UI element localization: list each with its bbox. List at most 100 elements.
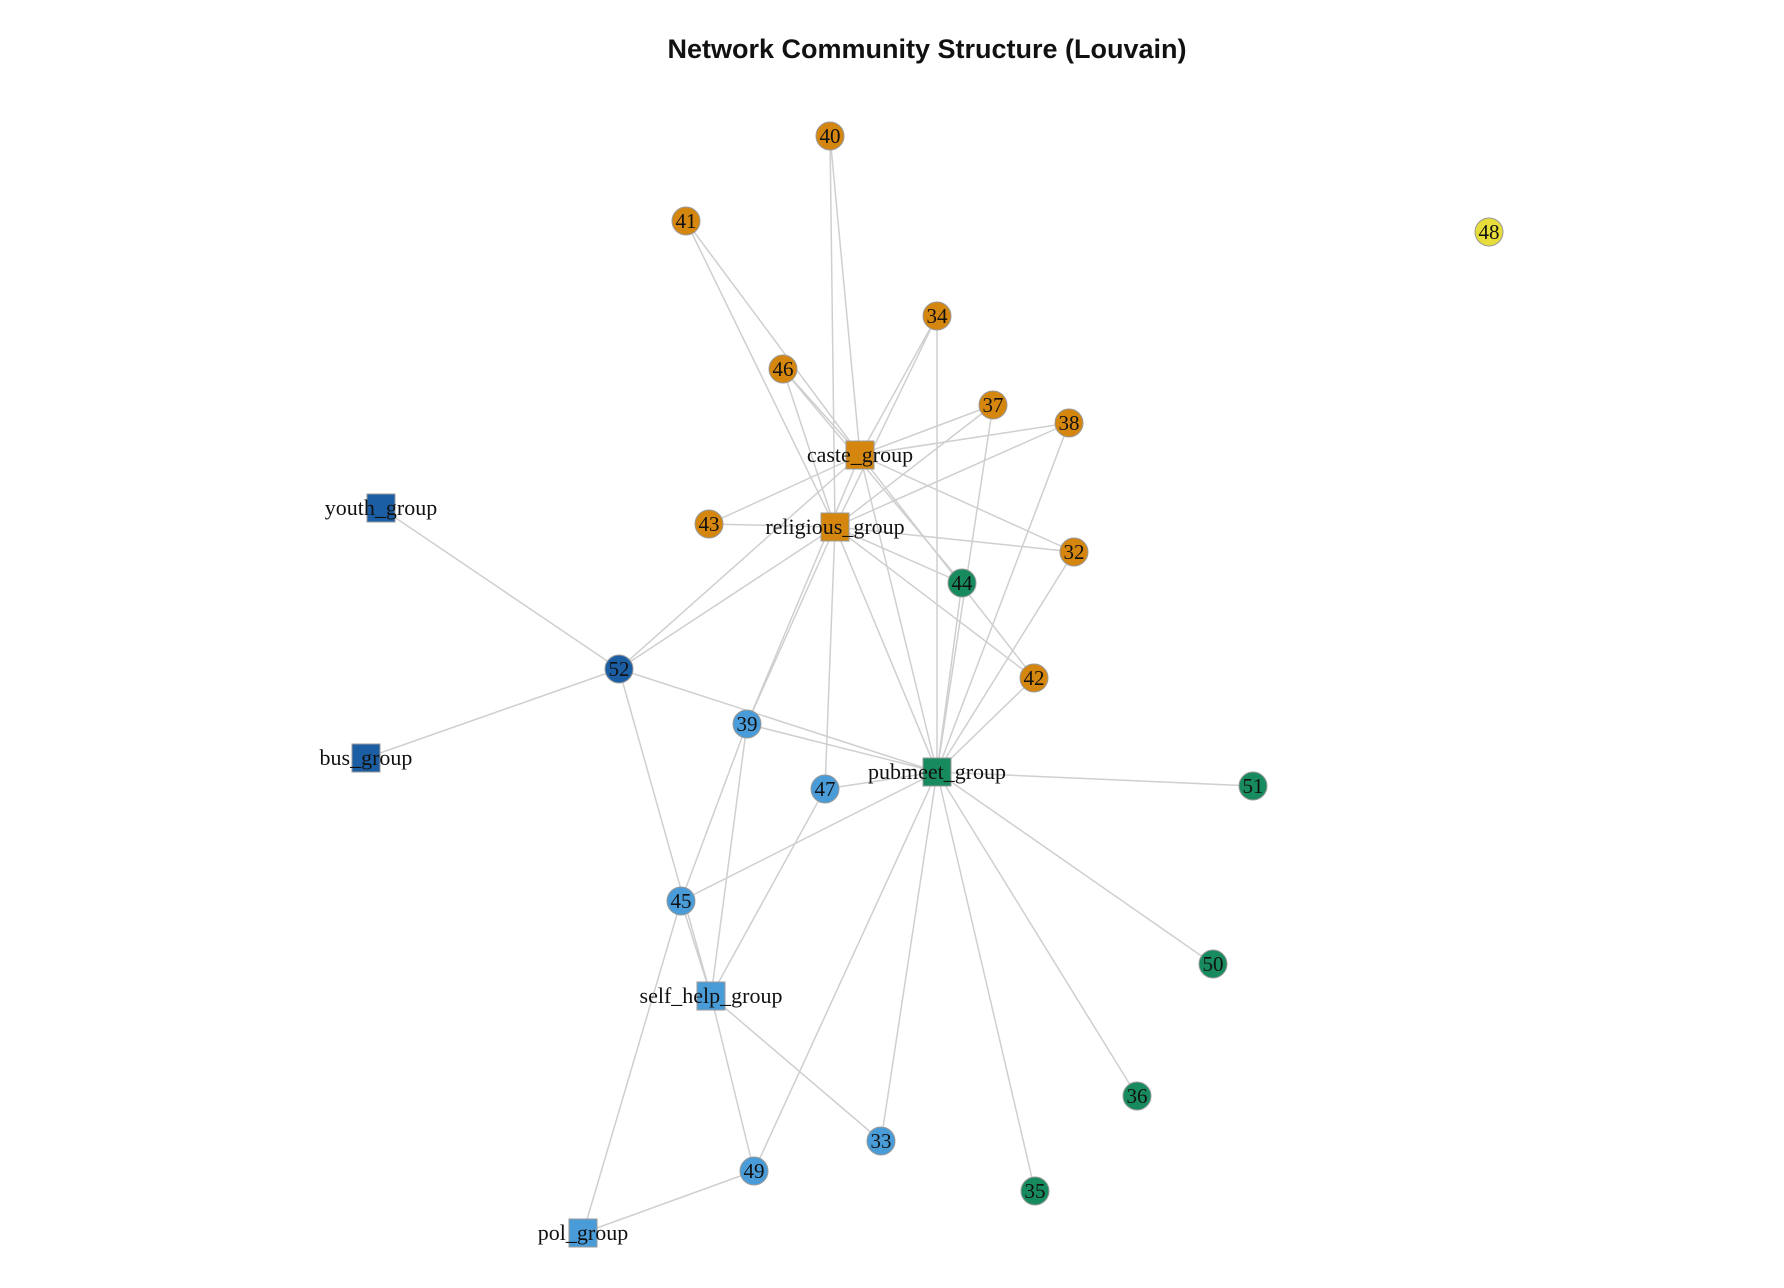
edge-46-religious_group bbox=[782, 368, 836, 528]
edge-32-caste_group bbox=[859, 454, 1075, 553]
person-node-circle bbox=[768, 354, 798, 384]
node-37[interactable] bbox=[978, 390, 1008, 420]
node-48[interactable] bbox=[1474, 217, 1504, 247]
edge-39-pubmeet_group bbox=[746, 723, 938, 773]
edge-39-45 bbox=[680, 723, 748, 902]
node-label-46: 46 bbox=[773, 357, 794, 381]
node-label-48: 48 bbox=[1479, 220, 1500, 244]
chart-title: Network Community Structure (Louvain) bbox=[667, 34, 1186, 64]
edge-39-religious_group bbox=[746, 526, 836, 725]
person-node-circle bbox=[666, 886, 696, 916]
node-label-36: 36 bbox=[1127, 1084, 1148, 1108]
node-label-44: 44 bbox=[952, 571, 974, 595]
node-label-34: 34 bbox=[927, 304, 949, 328]
edge-52-pubmeet_group bbox=[618, 668, 938, 773]
node-label-self_help_group: self_help_group bbox=[640, 983, 783, 1008]
node-label-pol_group: pol_group bbox=[538, 1220, 628, 1245]
node-label-religious_group: religious_group bbox=[765, 514, 904, 539]
node-label-45: 45 bbox=[671, 889, 692, 913]
person-node-circle bbox=[1238, 771, 1268, 801]
node-label-37: 37 bbox=[983, 393, 1004, 417]
person-node-circle bbox=[1019, 663, 1049, 693]
node-47[interactable] bbox=[810, 774, 840, 804]
group-node-square bbox=[568, 1218, 598, 1248]
node-32[interactable] bbox=[1059, 537, 1089, 567]
edge-32-pubmeet_group bbox=[936, 551, 1075, 773]
edge-49-self_help_group bbox=[710, 995, 755, 1172]
node-52[interactable] bbox=[604, 654, 634, 684]
node-label-bus_group: bus_group bbox=[320, 745, 413, 770]
node-pubmeet_group[interactable] bbox=[922, 757, 952, 787]
node-youth_group[interactable] bbox=[366, 493, 396, 523]
edge-40-religious_group bbox=[829, 135, 836, 528]
node-label-52: 52 bbox=[609, 657, 630, 681]
node-36[interactable] bbox=[1122, 1081, 1152, 1111]
edge-37-caste_group bbox=[859, 404, 994, 456]
node-caste_group[interactable] bbox=[845, 440, 875, 470]
node-39[interactable] bbox=[732, 709, 762, 739]
node-44[interactable] bbox=[947, 568, 977, 598]
person-node-circle bbox=[1122, 1081, 1152, 1111]
node-35[interactable] bbox=[1020, 1176, 1050, 1206]
node-51[interactable] bbox=[1238, 771, 1268, 801]
person-node-circle bbox=[671, 206, 701, 236]
person-node-circle bbox=[947, 568, 977, 598]
node-38[interactable] bbox=[1054, 408, 1084, 438]
edge-41-religious_group bbox=[685, 220, 836, 528]
edge-49-pol_group bbox=[582, 1170, 755, 1234]
edge-47-religious_group bbox=[824, 526, 836, 790]
person-node-circle bbox=[739, 1156, 769, 1186]
edge-34-religious_group bbox=[834, 315, 938, 528]
edge-39-self_help_group bbox=[710, 723, 748, 997]
node-label-51: 51 bbox=[1243, 774, 1264, 798]
node-43[interactable] bbox=[694, 509, 724, 539]
edge-40-caste_group bbox=[829, 135, 861, 456]
labels-layer: 40 41 34 46 37 38 43 32 42 caste_group religious_g… bbox=[320, 124, 1500, 1245]
edge-38-pubmeet_group bbox=[936, 422, 1070, 773]
node-40[interactable] bbox=[815, 121, 845, 151]
node-pol_group[interactable] bbox=[568, 1218, 598, 1248]
person-node-circle bbox=[1474, 217, 1504, 247]
node-46[interactable] bbox=[768, 354, 798, 384]
edge-44-pubmeet_group bbox=[936, 582, 963, 773]
edge-52-youth_group bbox=[380, 507, 620, 670]
node-45[interactable] bbox=[666, 886, 696, 916]
edge-36-pubmeet_group bbox=[936, 771, 1138, 1097]
group-node-square bbox=[351, 743, 381, 773]
edge-42-caste_group bbox=[859, 454, 1035, 679]
person-node-circle bbox=[922, 301, 952, 331]
person-node-circle bbox=[1198, 949, 1228, 979]
group-node-square bbox=[922, 757, 952, 787]
person-node-circle bbox=[978, 390, 1008, 420]
edge-52-self_help_group bbox=[618, 668, 712, 997]
node-49[interactable] bbox=[739, 1156, 769, 1186]
edge-38-religious_group bbox=[834, 422, 1070, 528]
node-label-41: 41 bbox=[676, 209, 697, 233]
node-label-caste_group: caste_group bbox=[807, 442, 913, 467]
group-node-square bbox=[696, 981, 726, 1011]
node-label-33: 33 bbox=[871, 1129, 892, 1153]
node-33[interactable] bbox=[866, 1126, 896, 1156]
edge-50-pubmeet_group bbox=[936, 771, 1214, 965]
edge-51-pubmeet_group bbox=[936, 771, 1254, 787]
edge-34-caste_group bbox=[859, 315, 938, 456]
edge-37-religious_group bbox=[834, 404, 994, 528]
edge-religious_group-pubmeet_group bbox=[834, 526, 938, 773]
node-bus_group[interactable] bbox=[351, 743, 381, 773]
node-34[interactable] bbox=[922, 301, 952, 331]
edge-45-pol_group bbox=[582, 900, 682, 1234]
node-50[interactable] bbox=[1198, 949, 1228, 979]
edge-52-bus_group bbox=[365, 668, 620, 759]
node-religious_group[interactable] bbox=[820, 512, 850, 542]
edge-45-pubmeet_group bbox=[680, 771, 938, 902]
node-label-pubmeet_group: pubmeet_group bbox=[868, 759, 1006, 784]
node-42[interactable] bbox=[1019, 663, 1049, 693]
node-label-35: 35 bbox=[1025, 1179, 1046, 1203]
edge-47-self_help_group bbox=[710, 788, 826, 997]
group-node-square bbox=[366, 493, 396, 523]
node-self_help_group[interactable] bbox=[696, 981, 726, 1011]
person-node-circle bbox=[1020, 1176, 1050, 1206]
node-41[interactable] bbox=[671, 206, 701, 236]
person-node-circle bbox=[1059, 537, 1089, 567]
node-label-49: 49 bbox=[744, 1159, 765, 1183]
